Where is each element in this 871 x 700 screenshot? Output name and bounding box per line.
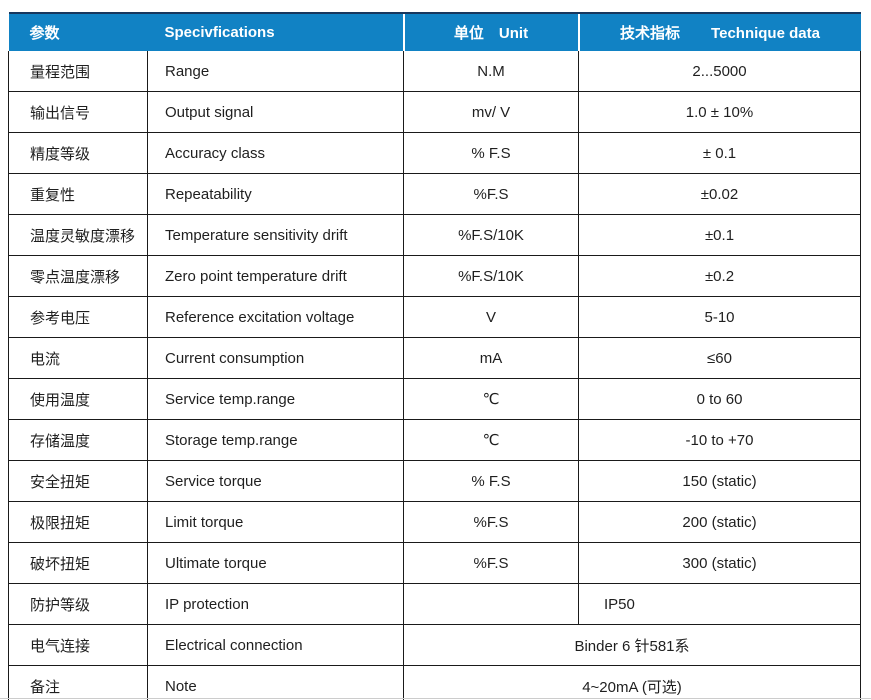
value-cell: ±0.1 — [578, 214, 861, 256]
unit-cell: mv/ V — [403, 91, 579, 133]
unit-cell: V — [403, 296, 579, 338]
value-cell: ± 0.1 — [578, 132, 861, 174]
unit-cell: %F.S — [403, 501, 579, 543]
param-cell: 参考电压 — [8, 296, 148, 338]
param-cell: 输出信号 — [8, 91, 148, 133]
spec-cell: IP protection — [147, 583, 404, 625]
spec-cell: Temperature sensitivity drift — [147, 214, 404, 256]
unit-cell: % F.S — [403, 132, 579, 174]
param-cell: 重复性 — [8, 173, 148, 215]
table-row: 温度灵敏度漂移 Temperature sensitivity drift %F… — [8, 214, 861, 256]
value-cell: ±0.2 — [578, 255, 861, 297]
header-unit-cn: 单位 — [453, 25, 484, 42]
spec-cell: Electrical connection — [147, 624, 404, 666]
spec-table: 参数 Specivfications 单位 Unit 技术指标 Technique … — [8, 12, 861, 700]
header-data-cn: 技术指标 — [620, 25, 681, 42]
header-unit: 单位 Unit — [402, 12, 579, 51]
value-cell: 5-10 — [578, 296, 861, 338]
value-cell: 1.0 ± 10% — [578, 91, 861, 133]
param-cell: 使用温度 — [8, 378, 148, 420]
param-cell: 精度等级 — [8, 132, 148, 174]
param-cell: 防护等级 — [8, 583, 148, 625]
spec-cell: Current consumption — [147, 337, 404, 379]
param-cell: 零点温度漂移 — [8, 255, 148, 297]
merged-value-cell: 4~20mA (可选) — [403, 665, 861, 700]
param-cell: 极限扭矩 — [8, 501, 148, 543]
spec-cell: Output signal — [147, 91, 404, 133]
table-row: 电流 Current consumption mA ≤60 — [8, 337, 861, 379]
value-cell: 2...5000 — [578, 51, 861, 92]
header-data: 技术指标 Technique data — [577, 12, 861, 51]
unit-cell: %F.S/10K — [403, 214, 579, 256]
param-cell: 温度灵敏度漂移 — [8, 214, 148, 256]
spec-cell: Note — [147, 665, 404, 700]
header-spec: Specivfications — [147, 12, 404, 51]
spec-cell: Service temp.range — [147, 378, 404, 420]
unit-cell: %F.S/10K — [403, 255, 579, 297]
unit-cell: % F.S — [403, 460, 579, 502]
param-cell: 破坏扭矩 — [8, 542, 148, 584]
spec-cell: Range — [147, 51, 404, 92]
unit-cell: mA — [403, 337, 579, 379]
param-cell: 安全扭矩 — [8, 460, 148, 502]
param-cell: 存储温度 — [8, 419, 148, 461]
table-row: 电气连接 Electrical connection Binder 6 针581… — [8, 624, 861, 666]
param-cell: 电流 — [8, 337, 148, 379]
table-row: 重复性 Repeatability %F.S ±0.02 — [8, 173, 861, 215]
spec-cell: Zero point temperature drift — [147, 255, 404, 297]
value-cell: 0 to 60 — [578, 378, 861, 420]
header-param: 参数 — [8, 12, 148, 51]
table-row: 参考电压 Reference excitation voltage V 5-10 — [8, 296, 861, 338]
spec-cell: Storage temp.range — [147, 419, 404, 461]
table-row: 破坏扭矩 Ultimate torque %F.S 300 (static) — [8, 542, 861, 584]
table-row: 存储温度 Storage temp.range ℃ -10 to +70 — [8, 419, 861, 461]
value-cell: -10 to +70 — [578, 419, 861, 461]
table-row: 安全扭矩 Service torque % F.S 150 (static) — [8, 460, 861, 502]
spec-cell: Accuracy class — [147, 132, 404, 174]
table-row: 使用温度 Service temp.range ℃ 0 to 60 — [8, 378, 861, 420]
spec-cell: Ultimate torque — [147, 542, 404, 584]
spec-cell: Service torque — [147, 460, 404, 502]
value-cell: 300 (static) — [578, 542, 861, 584]
param-cell: 备注 — [8, 665, 148, 700]
table-row: 零点温度漂移 Zero point temperature drift %F.S… — [8, 255, 861, 297]
table-row: 极限扭矩 Limit torque %F.S 200 (static) — [8, 501, 861, 543]
page-edge-line — [0, 698, 871, 699]
param-cell: 量程范围 — [8, 51, 148, 92]
value-cell: ≤60 — [578, 337, 861, 379]
spec-cell: Repeatability — [147, 173, 404, 215]
unit-cell — [403, 583, 579, 625]
header-data-en: Technique data — [711, 25, 820, 42]
value-cell: 150 (static) — [578, 460, 861, 502]
param-cell: 电气连接 — [8, 624, 148, 666]
value-cell: IP50 — [578, 583, 861, 625]
unit-cell: %F.S — [403, 173, 579, 215]
unit-cell: ℃ — [403, 378, 579, 420]
table-row: 防护等级 IP protection IP50 — [8, 583, 861, 625]
header-unit-en: Unit — [498, 25, 529, 42]
unit-cell: ℃ — [403, 419, 579, 461]
spec-cell: Limit torque — [147, 501, 404, 543]
header-row: 参数 Specivfications 单位 Unit 技术指标 Technique … — [8, 12, 861, 51]
unit-cell: %F.S — [403, 542, 579, 584]
value-cell: 200 (static) — [578, 501, 861, 543]
table-row: 量程范围 Range N.M 2...5000 — [8, 51, 861, 92]
table-row: 输出信号 Output signal mv/ V 1.0 ± 10% — [8, 91, 861, 133]
value-cell: ±0.02 — [578, 173, 861, 215]
merged-value-cell: Binder 6 针581系 — [403, 624, 861, 666]
unit-cell: N.M — [403, 51, 579, 92]
table-row: 备注 Note 4~20mA (可选) — [8, 665, 861, 700]
table-row: 精度等级 Accuracy class % F.S ± 0.1 — [8, 132, 861, 174]
spec-cell: Reference excitation voltage — [147, 296, 404, 338]
